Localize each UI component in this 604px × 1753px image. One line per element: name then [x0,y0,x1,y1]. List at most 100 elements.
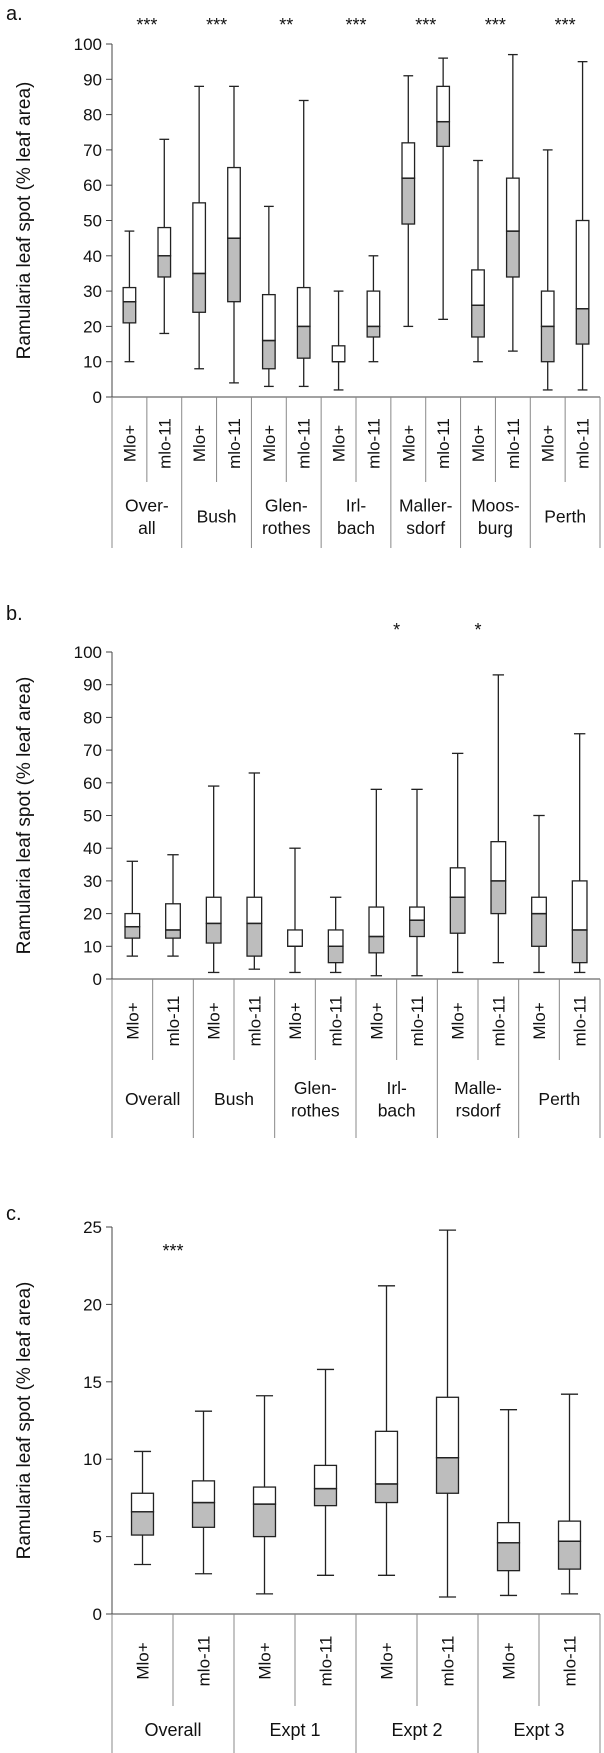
box-lower-quartile [368,935,385,954]
box-lower-quartile [246,922,263,957]
box-lower-quartile [327,945,344,964]
y-tick-label: 0 [93,1605,102,1624]
y-tick-label: 0 [93,970,102,989]
panel-label: b. [6,603,23,625]
box-upper-quartile [531,896,547,915]
group-label: rsdorf [456,1101,501,1121]
y-tick-label: 10 [83,1450,102,1469]
significance-marker: *** [206,15,227,35]
y-tick-label: 60 [83,176,102,195]
box-lower-quartile [540,325,555,363]
genotype-label: mlo-11 [245,996,264,1047]
genotype-label: mlo-11 [317,1636,336,1687]
genotype-label: mlo-11 [164,996,183,1047]
box-upper-quartile [227,166,241,239]
box-upper-quartile [571,880,588,931]
group-label: Expt 2 [391,1720,442,1740]
genotype-label: Mlo+ [500,1642,519,1679]
genotype-label: Mlo+ [120,425,139,462]
box-upper-quartile [471,269,485,306]
box-lower-quartile [124,926,141,939]
genotype-label: Mlo+ [449,1002,468,1039]
box-upper-quartile [130,1492,155,1513]
box-lower-quartile [192,272,207,313]
box-lower-quartile [191,1501,216,1528]
group-label: Glen- [294,1078,337,1098]
significance-marker: * [474,620,481,640]
y-tick-label: 70 [83,141,102,160]
box-upper-quartile [368,906,385,938]
y-axis-title: Ramularia leaf spot (% leaf area) [14,82,35,360]
box-upper-quartile [366,290,381,328]
genotype-label: mlo-11 [155,418,174,469]
box-upper-quartile [374,1430,399,1485]
genotype-label: Mlo+ [190,425,209,462]
group-label: Overall [125,1089,180,1109]
y-tick-label: 90 [83,70,102,89]
y-tick-label: 100 [74,643,102,662]
y-tick-label: 10 [83,353,102,372]
box-lower-quartile [261,339,276,370]
significance-marker: *** [555,15,576,35]
box-lower-quartile [471,304,485,338]
box-upper-quartile [157,226,172,257]
panel-label: a. [6,3,23,25]
box-upper-quartile [246,896,263,925]
y-tick-label: 30 [83,282,102,301]
y-tick-label: 0 [93,388,102,407]
box-upper-quartile [122,286,137,303]
genotype-label: Mlo+ [205,1002,224,1039]
genotype-label: mlo-11 [225,418,244,469]
box-upper-quartile [261,293,276,342]
genotype-label: mlo-11 [408,996,427,1047]
group-label: Expt 3 [513,1720,564,1740]
y-axis-title: Ramularia leaf spot (% leaf area) [14,677,35,955]
group-label: burg [478,518,513,538]
boxplot-panel-c: c. Ramularia leaf spot (% leaf area) 0 5 10 1… [6,1203,601,1753]
significance-marker: *** [136,15,157,35]
significance-marker: ** [279,15,293,35]
y-tick-label: 30 [83,872,102,891]
box-lower-quartile [374,1483,399,1504]
genotype-label: mlo-11 [561,1636,580,1687]
panel-label: c. [6,1203,22,1225]
y-tick-label: 20 [83,317,102,336]
genotype-label: Mlo+ [330,425,349,462]
box-lower-quartile [505,230,520,278]
box-upper-quartile [490,841,507,882]
genotype-label: mlo-11 [195,1636,214,1687]
box-upper-quartile [505,177,520,232]
y-tick-label: 80 [83,106,102,125]
genotype-label: Mlo+ [530,1002,549,1039]
box-upper-quartile [287,929,303,947]
box-lower-quartile [313,1487,338,1507]
group-label: rothes [262,518,311,538]
genotype-label: mlo-11 [574,418,593,469]
y-tick-label: 20 [83,905,102,924]
box-upper-quartile [296,286,311,328]
box-lower-quartile [490,880,507,915]
box-lower-quartile [252,1503,277,1538]
box-lower-quartile [435,1457,460,1494]
box-upper-quartile [252,1486,277,1505]
significance-marker: *** [345,15,366,35]
box-upper-quartile [401,142,416,179]
y-tick-label: 70 [83,741,102,760]
box-upper-quartile [205,896,222,925]
box-upper-quartile [191,1480,216,1504]
box-upper-quartile [449,867,466,898]
boxplot-panel-a: a. Ramularia leaf spot (% leaf area) 0 10 20… [6,3,601,548]
box-upper-quartile [557,1520,582,1542]
significance-marker: *** [415,15,436,35]
box-upper-quartile [124,912,141,928]
box-lower-quartile [575,308,590,345]
box-upper-quartile [436,85,451,123]
genotype-label: Mlo+ [399,425,418,462]
group-label: Malle- [454,1078,502,1098]
group-label: Glen- [265,495,308,515]
group-label: Perth [544,507,586,527]
y-tick-label: 50 [83,212,102,231]
group-label: all [138,518,156,538]
box-upper-quartile [540,290,555,328]
box-lower-quartile [227,237,241,303]
